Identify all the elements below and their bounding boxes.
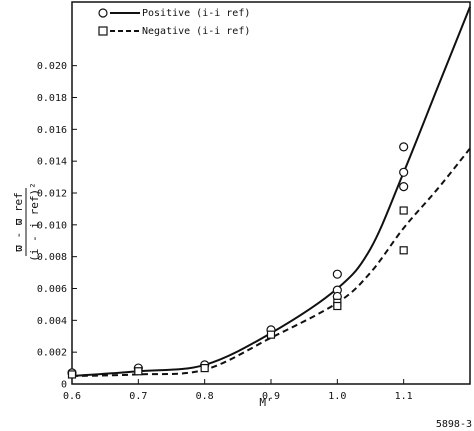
data-point-negative [200, 363, 209, 373]
y-tick-label: 0.010 [37, 220, 67, 231]
legend: Positive (i-i ref) Negative (i-i ref) [98, 8, 250, 37]
y-tick-label: 0.008 [37, 252, 67, 263]
legend-marker-positive [98, 8, 108, 18]
data-point-positive [399, 167, 409, 177]
y-tick-label: 0.006 [37, 284, 67, 295]
data-point-negative [333, 301, 342, 311]
series-line-positive [71, 6, 471, 377]
data-point-negative [266, 330, 276, 339]
data-point-negative [134, 367, 143, 376]
data-point-negative [67, 370, 77, 379]
curves [71, 6, 471, 377]
x-axis: 0.6 0.7 0.8 0.9 1.0 1.1 [63, 379, 413, 402]
legend-label-negative: Negative (i-i ref) [142, 26, 250, 37]
x-axis-title: M' [259, 396, 272, 409]
x-tick-label: 1.1 [395, 391, 413, 402]
y-tick-label: 0.018 [37, 93, 67, 104]
data-point-negative [399, 206, 408, 215]
data-point-positive [399, 142, 409, 152]
y-tick-label: 0.020 [37, 61, 67, 72]
data-point-negative [399, 246, 408, 255]
legend-marker-negative [98, 26, 108, 36]
y-tick-label: 0.016 [37, 125, 67, 136]
data-point-positive [399, 182, 409, 192]
y-axis-title: ϖ - ϖ ref (i - i ref)² [12, 182, 41, 261]
x-tick-label: 0.8 [196, 391, 214, 402]
data-point-positive [332, 269, 342, 279]
y-tick-label: 0.004 [37, 316, 67, 327]
x-tick-label: 1.0 [328, 391, 346, 402]
y-tick-label: 0.002 [37, 348, 67, 359]
y-tick-label: 0.014 [37, 157, 67, 168]
x-tick-label: 0.6 [63, 391, 81, 402]
y-axis-title-numerator: ϖ - ϖ ref [12, 192, 25, 252]
figure-id: 5898-3 [436, 419, 472, 430]
y-axis: 0 0.002 0.004 0.006 0.008 0.010 0.012 0.014 0.01… [37, 61, 77, 391]
y-tick-label: 0.012 [37, 189, 67, 200]
y-tick-label: 0 [61, 380, 67, 391]
y-axis-title-denominator: (i - i ref)² [28, 182, 41, 261]
x-tick-label: 0.7 [129, 391, 147, 402]
x-tick-label: 0.9 [262, 391, 280, 402]
data-markers [67, 142, 409, 379]
legend-label-positive: Positive (i-i ref) [142, 8, 250, 19]
series-line-negative [71, 147, 471, 377]
